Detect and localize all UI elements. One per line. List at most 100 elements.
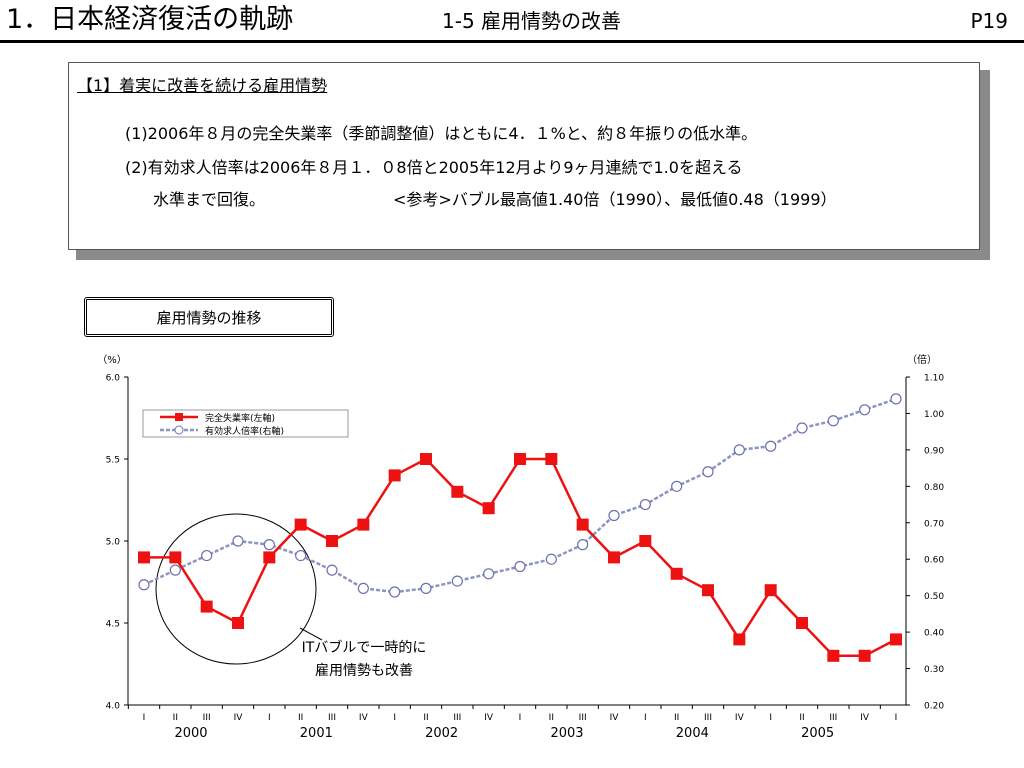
unemployment-point (608, 551, 620, 564)
unemployment-point (451, 485, 464, 498)
y-right-tick-label: 0.40 (924, 629, 944, 639)
unemployment-point (388, 469, 401, 482)
legend-ratio-marker (174, 425, 184, 435)
y-right-tick-label: 0.20 (924, 702, 944, 712)
ratio-point (138, 579, 150, 591)
summary-box: 【1】着実に改善を続ける雇用情勢 (1)2006年８月の完全失業率（季節調整値）… (68, 62, 980, 250)
unemployment-series-line (144, 457, 897, 658)
y-left-tick-label: 6.0 (106, 374, 121, 384)
x-year-label: 2003 (550, 726, 583, 741)
y-right-tick-label: 0.30 (924, 665, 944, 675)
x-quarter-label: I (519, 713, 522, 723)
x-year-label: 2001 (300, 726, 333, 741)
unemployment-point (169, 551, 182, 564)
ratio-point (702, 466, 714, 478)
unemployment-point (827, 649, 840, 662)
x-year-label: 2002 (425, 726, 458, 741)
ratio-point (859, 404, 871, 416)
ratio-point (295, 549, 307, 562)
x-year-label: 2005 (801, 726, 834, 741)
summary-line-1: (1)2006年８月の完全失業率（季節調整値）はともに4．１%と、約８年振りの低… (125, 124, 758, 143)
y-right-tick-label: 0.50 (924, 592, 944, 602)
unemployment-point (733, 633, 746, 646)
page-subtitle: 1-5 雇用情勢の改善 (442, 9, 622, 33)
x-quarter-label: IV (735, 713, 745, 723)
x-quarter-label: IV (484, 713, 494, 723)
legend-unemployment-label: 完全失業率(左軸) (205, 412, 275, 424)
unemployment-point (639, 535, 652, 547)
y-left-tick-label: 5.5 (106, 456, 120, 466)
x-quarter-label: III (328, 713, 336, 723)
y-left-unit-label: （%） (97, 354, 127, 366)
x-quarter-label: II (173, 713, 178, 723)
unemployment-point (702, 584, 714, 597)
x-quarter-label: III (579, 713, 587, 723)
ratio-point (577, 539, 589, 551)
unemployment-point (858, 649, 871, 662)
x-quarter-label: III (453, 713, 461, 723)
x-quarter-label: III (704, 713, 712, 723)
y-right-tick-label: 0.70 (924, 519, 944, 529)
x-quarter-label: I (268, 713, 271, 723)
x-quarter-label: I (393, 713, 396, 723)
ratio-point (765, 440, 777, 452)
x-quarter-label: I (769, 713, 772, 723)
ratio-point (639, 498, 651, 511)
ratio-point (796, 422, 808, 434)
x-year-label: 2004 (676, 726, 709, 741)
y-left-tick-label: 4.0 (106, 702, 121, 712)
y-left-tick-label: 4.5 (106, 620, 120, 630)
legend-ratio-label: 有効求人倍率(右軸) (205, 425, 284, 437)
annotation-text-line-2: 雇用情勢も改善 (315, 662, 413, 679)
y-right-tick-label: 0.80 (924, 483, 944, 493)
unemployment-point (357, 518, 370, 531)
ratio-point (357, 582, 369, 594)
ratio-point (263, 539, 275, 551)
summary-line-3-reference: <参考>バブル最高値1.40倍（1990）、最低値0.48（1999） (393, 190, 837, 209)
unemployment-point (420, 453, 432, 465)
x-quarter-label: III (203, 713, 211, 723)
x-quarter-label: IV (860, 713, 870, 723)
unemployment-point (890, 633, 902, 646)
ratio-point (326, 564, 338, 576)
ratio-point (451, 575, 463, 587)
header-divider (0, 40, 1024, 43)
ratio-point (514, 560, 526, 573)
employment-chart: （%） （倍） 4.0 4.5 5.0 5.5 6.0 0.20 0.30 0.40 0.50 0.6… (97, 353, 944, 741)
unemployment-point (764, 584, 777, 597)
summary-heading: 【1】着実に改善を続ける雇用情勢 (77, 76, 328, 95)
legend-unemployment-marker (175, 413, 183, 421)
summary-line-2: (2)有効求人倍率は2006年８月１．０8倍と2005年12月より9ヶ月連続で1… (125, 158, 743, 177)
page-number: P19 (970, 9, 1008, 33)
y-right-tick-label: 0.60 (924, 556, 944, 566)
annotation-ellipse (155, 513, 317, 665)
ratio-point (545, 553, 557, 565)
annotation-text-line-1: ITバブルで一時的に (302, 639, 427, 656)
ratio-point (389, 586, 401, 598)
y-left-tick-label: 5.0 (106, 538, 121, 548)
unemployment-point (514, 453, 526, 465)
unemployment-point (263, 551, 276, 564)
ratio-point (201, 549, 213, 562)
ratio-point (608, 509, 620, 522)
ratio-point (483, 568, 495, 580)
unemployment-point (796, 617, 808, 629)
x-quarter-label: IV (234, 713, 244, 723)
unemployment-point (482, 502, 495, 515)
page-title: 1．日本経済復活の軌跡 (6, 4, 294, 35)
x-quarter-label: IV (610, 713, 620, 723)
y-right-unit-label: （倍） (907, 353, 937, 366)
ratio-point (420, 582, 432, 594)
ratio-point (232, 535, 244, 547)
x-quarter-label: II (298, 713, 303, 723)
y-right-tick-label: 0.90 (924, 446, 944, 456)
ratio-point (733, 444, 745, 456)
x-quarter-label: II (549, 713, 554, 723)
unemployment-point (294, 518, 307, 531)
annotation-leader-line (299, 627, 323, 641)
x-quarter-label: I (644, 713, 647, 723)
x-year-label: 2000 (174, 726, 207, 741)
unemployment-point (326, 535, 338, 547)
y-right-tick-label: 1.00 (924, 410, 944, 420)
x-quarter-label: II (799, 713, 804, 723)
